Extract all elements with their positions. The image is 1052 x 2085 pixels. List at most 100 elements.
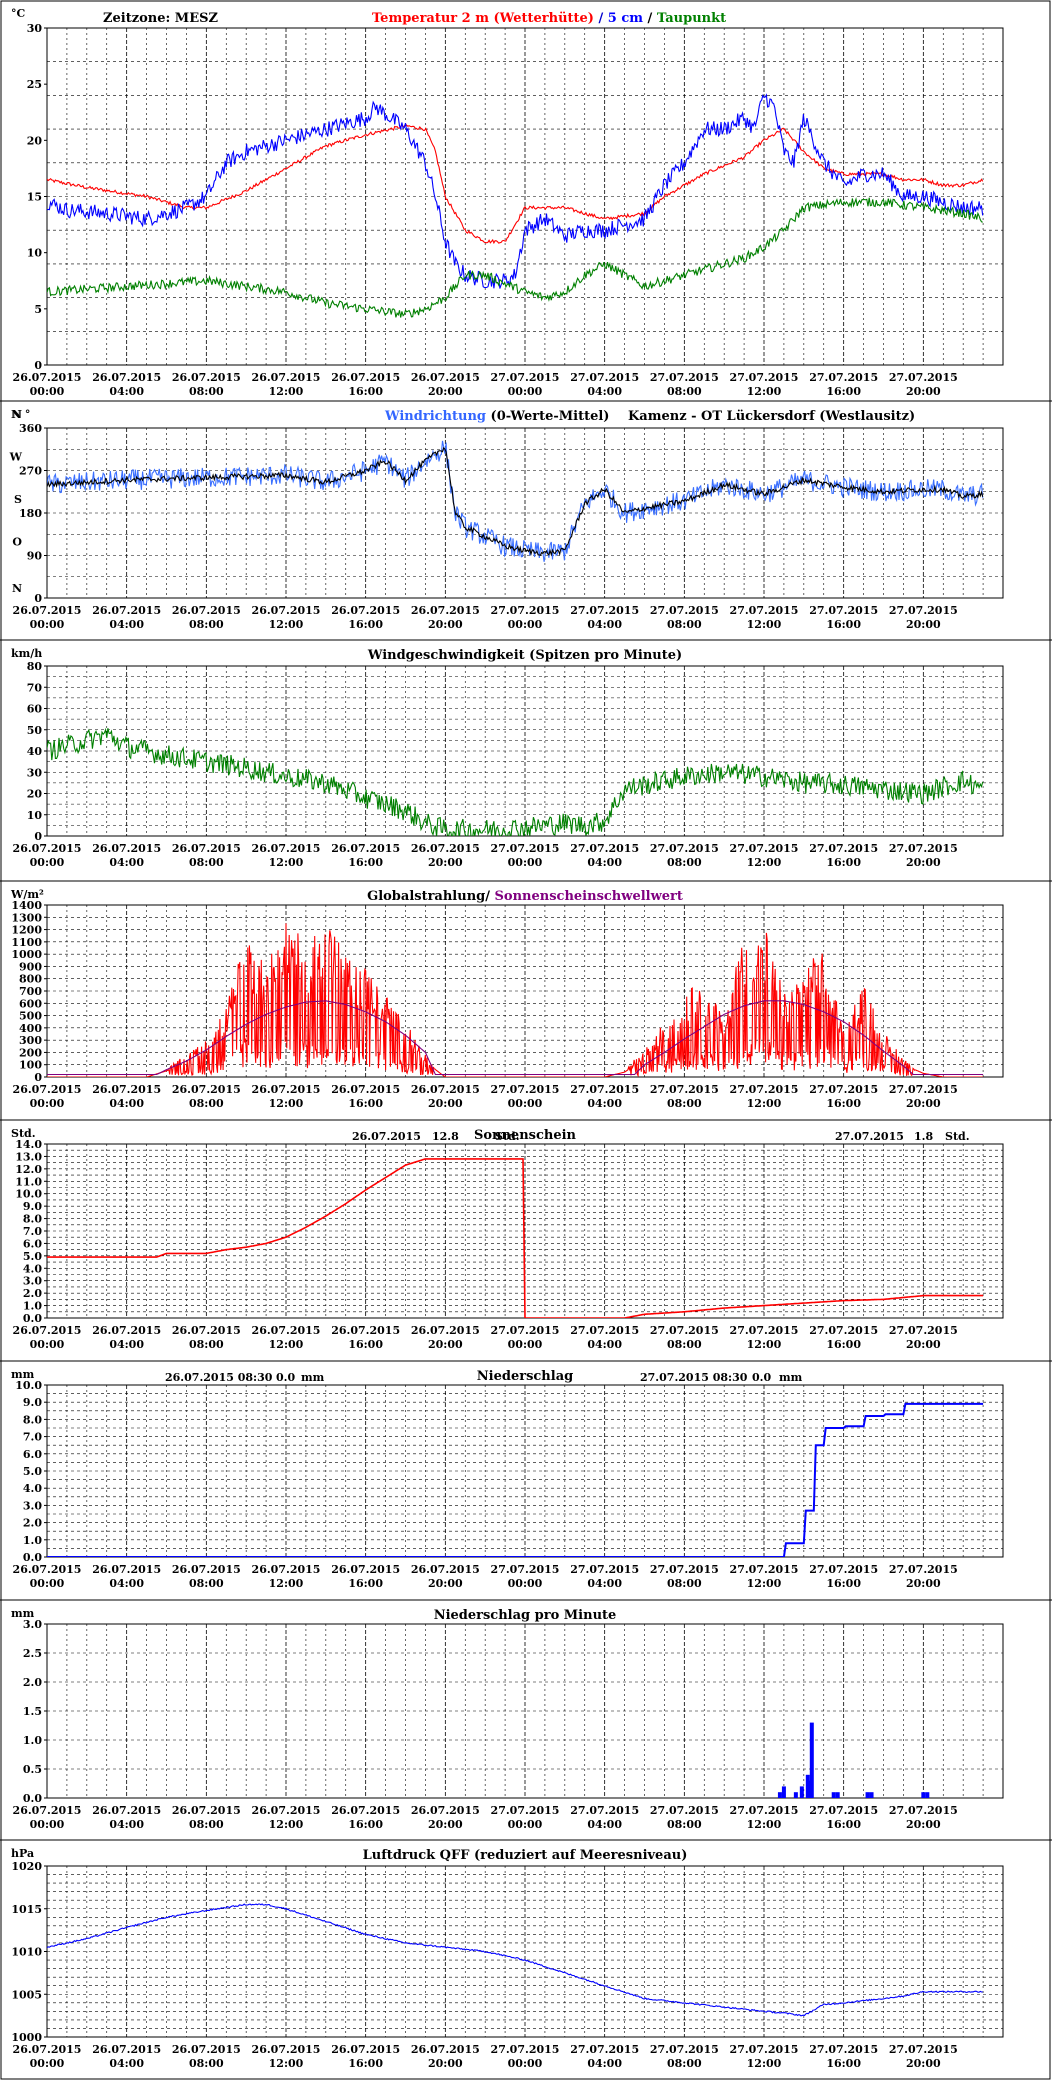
info-value: 1.8: [914, 1130, 933, 1143]
x-tick-date: 26.07.2015: [172, 1324, 241, 1337]
x-tick-date: 27.07.2015: [570, 604, 639, 617]
x-tick-date: 26.07.2015: [331, 1563, 400, 1576]
series-line-taupunkt: [47, 196, 983, 318]
x-tick-date: 26.07.2015: [411, 842, 480, 855]
info-value: 0.0: [276, 1371, 295, 1384]
x-tick-date: 26.07.2015: [411, 1324, 480, 1337]
x-tick-time: 08:00: [667, 385, 702, 398]
x-tick-date: 26.07.2015: [13, 371, 82, 384]
y-tick-label: 0.5: [23, 1763, 42, 1776]
x-tick-date: 26.07.2015: [331, 2043, 400, 2056]
y-tick-label: 200: [19, 1046, 42, 1059]
x-tick-date: 27.07.2015: [809, 1804, 878, 1817]
x-tick-time: 20:00: [906, 618, 941, 631]
precip-bar: [869, 1792, 874, 1798]
y-tick-label: 20: [27, 788, 43, 801]
x-tick-date: 26.07.2015: [252, 1083, 321, 1096]
x-tick-time: 08:00: [189, 1338, 224, 1351]
x-tick-date: 26.07.2015: [331, 1083, 400, 1096]
title-part: Windrichtung: [384, 409, 486, 424]
x-tick-date: 26.07.2015: [172, 1804, 241, 1817]
precip-bar: [865, 1792, 870, 1798]
x-tick-time: 16:00: [826, 856, 861, 869]
x-tick-date: 27.07.2015: [650, 842, 719, 855]
x-tick-time: 20:00: [906, 1097, 941, 1110]
x-tick-date: 27.07.2015: [650, 1804, 719, 1817]
x-tick-date: 27.07.2015: [491, 1804, 560, 1817]
x-tick-time: 16:00: [826, 1818, 861, 1831]
y-tick-label: 30: [27, 22, 43, 35]
x-tick-time: 20:00: [428, 1577, 463, 1590]
x-tick-time: 04:00: [109, 1577, 144, 1590]
x-tick-time: 20:00: [428, 618, 463, 631]
x-tick-time: 00:00: [30, 385, 65, 398]
title-part: Windgeschwindigkeit (Spitzen pro Minute): [367, 648, 682, 663]
y-tick-label: 11.0: [15, 1175, 42, 1188]
x-tick-time: 04:00: [587, 1577, 622, 1590]
y-tick-label: 1020: [11, 1860, 42, 1873]
x-tick-time: 20:00: [428, 856, 463, 869]
y-tick-label: 1400: [11, 899, 42, 912]
y-tick-label: 0: [34, 1071, 42, 1084]
x-tick-time: 20:00: [906, 1577, 941, 1590]
y-tick-label: 1.0: [23, 1300, 42, 1313]
series-line-sonnenscheinschwellwert: [47, 1000, 984, 1076]
title-part: Luftdruck QFF (reduziert auf Meeresnivea…: [363, 1848, 688, 1863]
y-tick-label: 25: [27, 78, 42, 91]
x-tick-date: 26.07.2015: [92, 1083, 161, 1096]
title-part: Taupunkt: [657, 11, 726, 26]
x-tick-time: 16:00: [826, 1097, 861, 1110]
x-tick-date: 27.07.2015: [570, 371, 639, 384]
series-group: [47, 440, 984, 562]
x-tick-date: 27.07.2015: [570, 1083, 639, 1096]
precip-bar: [793, 1792, 798, 1798]
y-tick-label: 2.0: [23, 1676, 42, 1689]
title-part: (0-Werte-Mittel): [486, 409, 609, 424]
x-tick-date: 26.07.2015: [13, 842, 82, 855]
series-line-5-cm: [47, 93, 984, 289]
precip-bar: [831, 1792, 836, 1798]
x-tick-date: 26.07.2015: [92, 1804, 161, 1817]
y-tick-label: 8.0: [23, 1413, 42, 1426]
x-tick-time: 04:00: [109, 856, 144, 869]
x-tick-date: 26.07.2015: [252, 1804, 321, 1817]
x-tick-date: 27.07.2015: [650, 2043, 719, 2056]
y-tick-label: 10.0: [15, 1188, 42, 1201]
x-tick-time: 08:00: [667, 1818, 702, 1831]
x-tick-date: 26.07.2015: [411, 371, 480, 384]
y-tick-label: 2.5: [23, 1647, 42, 1660]
info-date: 27.07.2015 08:30: [640, 1371, 748, 1384]
x-tick-date: 26.07.2015: [13, 1804, 82, 1817]
y-unit-label: mm: [11, 1607, 35, 1620]
x-tick-time: 12:00: [747, 385, 782, 398]
x-tick-time: 00:00: [508, 1097, 543, 1110]
x-tick-date: 26.07.2015: [13, 604, 82, 617]
x-tick-date: 26.07.2015: [411, 1804, 480, 1817]
y-tick-label: 20: [27, 134, 43, 147]
title-part: /: [643, 11, 657, 26]
x-tick-date: 26.07.2015: [331, 371, 400, 384]
y-tick-label: 60: [27, 703, 43, 716]
x-tick-time: 04:00: [109, 1818, 144, 1831]
x-tick-time: 20:00: [906, 1818, 941, 1831]
series-line-globalstrahlung: [47, 923, 984, 1077]
y-tick-label: 1.0: [23, 1534, 42, 1547]
y-tick-label: 13.0: [15, 1150, 42, 1163]
x-tick-date: 26.07.2015: [172, 1083, 241, 1096]
info-unit: Std.: [945, 1130, 970, 1143]
x-tick-time: 20:00: [906, 2057, 941, 2070]
y-tick-label: 6.0: [23, 1237, 42, 1250]
y-tick-label: 2.0: [23, 1517, 42, 1530]
x-tick-time: 00:00: [30, 1338, 65, 1351]
series-group: [47, 1402, 984, 1557]
x-tick-time: 00:00: [508, 2057, 543, 2070]
x-tick-time: 16:00: [348, 1577, 383, 1590]
y-tick-label: 3.0: [23, 1618, 42, 1631]
station-label: Kamenz - OT Lückersdorf (Westlausitz): [628, 409, 915, 424]
y-tick-label: 7.0: [23, 1431, 42, 1444]
x-tick-time: 00:00: [508, 385, 543, 398]
x-tick-date: 26.07.2015: [252, 842, 321, 855]
x-tick-time: 20:00: [428, 1818, 463, 1831]
y-tick-label: 2.0: [23, 1287, 42, 1300]
